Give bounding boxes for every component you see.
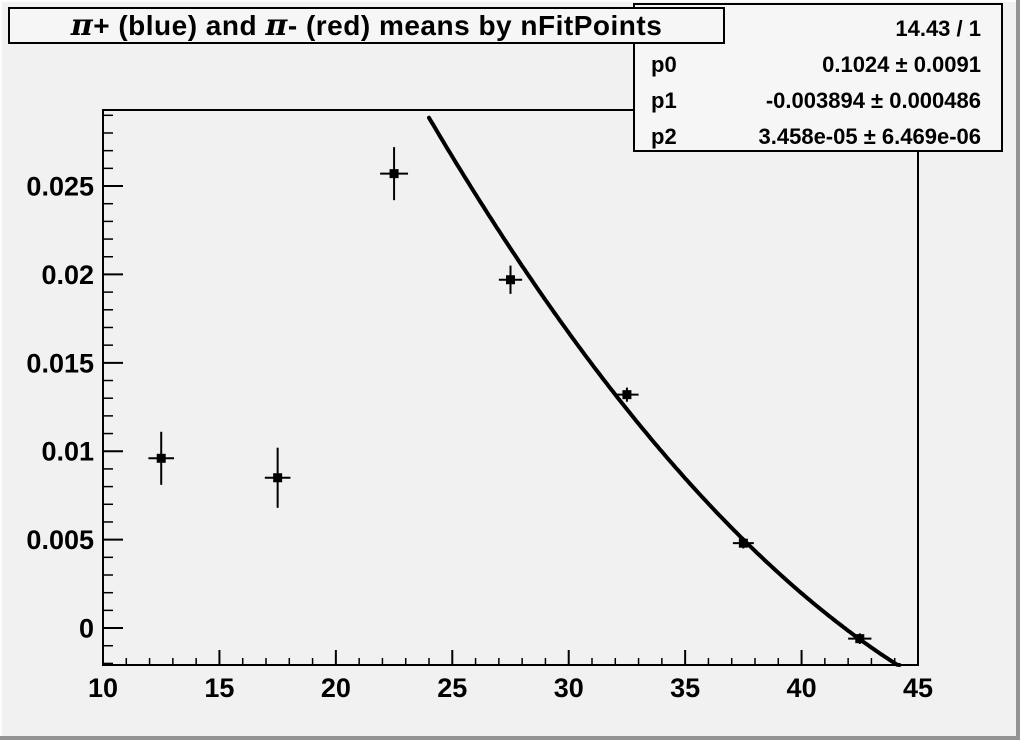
stats-p1-label: p1 — [651, 88, 677, 113]
x-tick-label: 10 — [88, 673, 118, 703]
stats-p2-label: p2 — [651, 124, 677, 149]
pi-symbol: π — [265, 7, 288, 43]
data-point-marker — [855, 634, 865, 644]
stats-row-p1: p1 -0.003894 ± 0.000486 — [635, 83, 1001, 119]
data-point-marker — [622, 390, 632, 400]
y-tick-label: 0.025 — [26, 171, 94, 201]
canvas-bevel-right — [1016, 0, 1020, 740]
canvas-bevel-left — [0, 0, 2, 740]
pi-symbol: π — [70, 7, 94, 43]
chart-title: π+ (blue) and π- (red) means by nFitPoin… — [71, 10, 663, 42]
data-point-marker — [156, 453, 166, 463]
y-tick-label: 0 — [79, 613, 94, 643]
stats-p2-value: 3.458e-05 ± 6.469e-06 — [758, 124, 981, 149]
data-point-marker — [389, 169, 399, 179]
plot-frame — [102, 109, 919, 666]
y-tick-label: 0.01 — [41, 437, 94, 467]
x-tick-label: 15 — [204, 673, 234, 703]
stats-chi2: 14.43 / 1 — [895, 16, 981, 41]
canvas-bevel-top — [0, 0, 1020, 2]
x-tick-label: 40 — [787, 673, 817, 703]
x-tick-label: 35 — [670, 673, 700, 703]
x-tick-label: 25 — [437, 673, 467, 703]
data-point-marker — [506, 275, 515, 285]
x-tick-label: 20 — [321, 673, 351, 703]
data-point-marker — [273, 473, 283, 483]
x-tick-label: 45 — [903, 673, 933, 703]
chart-title-pave: π+ (blue) and π- (red) means by nFitPoin… — [8, 7, 725, 44]
x-tick-label: 30 — [554, 673, 584, 703]
y-tick-label: 0.015 — [26, 348, 94, 378]
y-tick-label: 0.005 — [26, 525, 94, 555]
title-text: - (red) means by nFitPoints — [287, 9, 663, 41]
stats-row-p0: p0 0.1024 ± 0.0091 — [635, 47, 1001, 83]
stats-p1-value: -0.003894 ± 0.000486 — [765, 88, 981, 113]
stats-row-p2: p2 3.458e-05 ± 6.469e-06 — [635, 119, 1001, 155]
fit-curve — [427, 115, 902, 667]
stats-p0-label: p0 — [651, 52, 677, 77]
fit-stats-box: 14.43 / 1 p0 0.1024 ± 0.0091 p1 -0.00389… — [633, 3, 1003, 152]
canvas-bevel-bottom — [0, 736, 1020, 740]
title-text: + (blue) and — [93, 9, 266, 41]
stats-p0-value: 0.1024 ± 0.0091 — [822, 52, 981, 77]
y-tick-label: 0.02 — [41, 260, 94, 290]
data-point-marker — [738, 538, 748, 548]
